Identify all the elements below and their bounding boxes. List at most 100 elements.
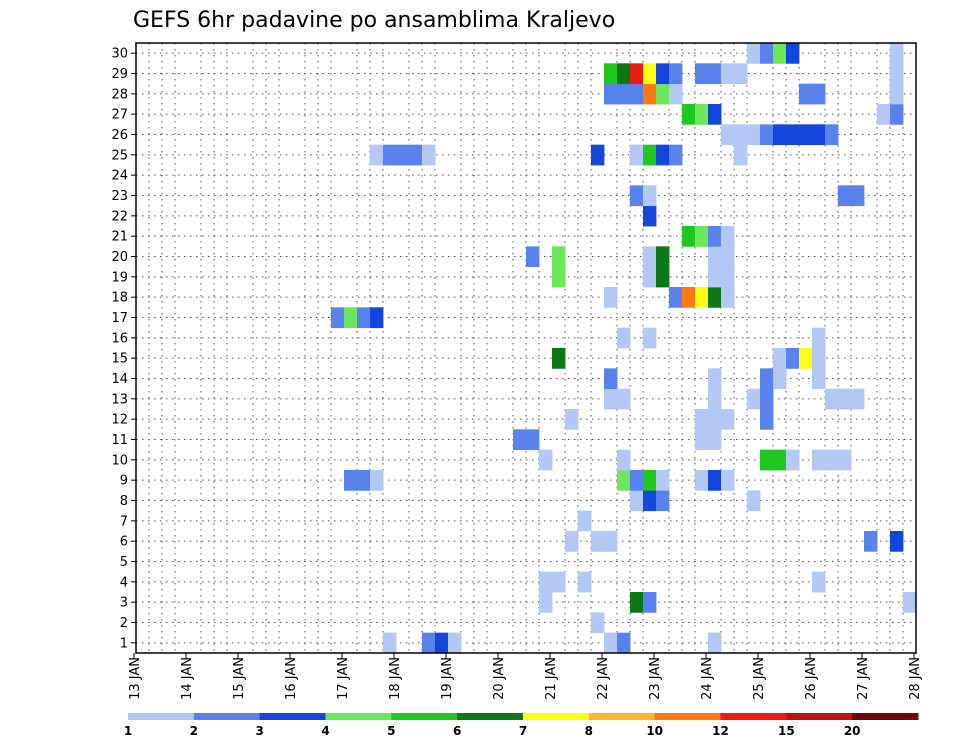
precip-cell <box>656 470 670 491</box>
precip-cell <box>721 226 735 247</box>
legend-label: 10 <box>646 724 663 738</box>
precip-cell <box>734 144 748 166</box>
precip-cell <box>669 63 683 85</box>
legend-swatch <box>259 713 326 720</box>
precip-cell <box>760 43 774 64</box>
precip-cell <box>370 307 384 329</box>
precip-cell <box>669 83 683 105</box>
precip-cell <box>773 368 787 390</box>
precip-cell <box>747 490 761 512</box>
precip-cell <box>617 632 631 654</box>
precip-cell <box>903 592 917 613</box>
precip-cell <box>838 388 852 410</box>
legend-swatch <box>720 713 787 720</box>
y-tick-label: 3 <box>120 596 128 611</box>
legend-swatch <box>786 713 853 720</box>
precip-cell <box>552 246 566 268</box>
precip-cell <box>708 632 722 654</box>
precip-cell <box>526 246 540 268</box>
precip-cell <box>552 348 566 369</box>
precip-cell <box>708 226 722 247</box>
precip-cell <box>838 185 852 207</box>
x-tick-label: 26 JAN <box>804 657 819 700</box>
precip-cell <box>799 83 813 105</box>
precip-cell <box>630 470 644 491</box>
precip-cell <box>890 531 904 552</box>
y-tick-label: 9 <box>120 474 128 489</box>
chart-title: GEFS 6hr padavine po ansamblima Kraljevo <box>133 8 615 33</box>
legend-label: 15 <box>778 724 795 738</box>
precip-cell <box>370 470 384 491</box>
heatmap-cells <box>331 43 917 654</box>
precip-cell <box>643 83 657 105</box>
legend-swatch <box>193 713 261 720</box>
precip-cell <box>656 266 670 288</box>
precip-cell <box>604 531 618 552</box>
precip-cell <box>773 348 787 369</box>
precip-cell <box>630 592 644 613</box>
precip-cell <box>643 205 657 227</box>
precip-cell <box>682 287 696 308</box>
precip-cell <box>643 266 657 288</box>
y-tick-label: 16 <box>111 331 128 346</box>
y-tick-label: 7 <box>120 514 128 529</box>
precip-cell <box>604 287 618 308</box>
precip-cell <box>812 571 826 593</box>
precip-cell <box>760 449 774 471</box>
precip-cell <box>656 83 670 105</box>
precip-cell <box>552 571 566 593</box>
precip-cell <box>591 531 605 552</box>
legend-label: 5 <box>387 724 395 738</box>
precip-cell <box>721 63 735 85</box>
x-tick-label: 24 JAN <box>700 657 715 700</box>
precip-cell <box>695 409 709 430</box>
precip-cell <box>539 449 553 471</box>
precip-cell <box>370 144 384 166</box>
precip-cell <box>422 632 436 654</box>
x-tick-label: 21 JAN <box>544 657 559 700</box>
precip-cell <box>695 104 709 125</box>
precip-cell <box>747 388 761 410</box>
precip-cell <box>812 368 826 390</box>
precip-cell <box>409 144 423 166</box>
x-tick-label: 22 JAN <box>596 657 611 700</box>
precip-cell <box>721 287 735 308</box>
precip-cell <box>851 388 865 410</box>
precip-cell <box>786 124 800 146</box>
y-tick-label: 11 <box>111 433 128 448</box>
legend-label: 1 <box>124 724 132 738</box>
legend-swatch <box>457 713 524 720</box>
precip-cell <box>357 307 371 329</box>
precip-cell <box>747 43 761 64</box>
precip-cell <box>708 470 722 491</box>
precip-cell <box>721 470 735 491</box>
y-tick-label: 8 <box>120 494 128 509</box>
precip-cell <box>708 246 722 268</box>
precip-cell <box>617 327 631 349</box>
precip-cell <box>708 388 722 410</box>
precip-cell <box>591 612 605 634</box>
precip-cell <box>617 63 631 85</box>
legend-swatch <box>325 713 392 720</box>
plot-frame <box>135 42 917 654</box>
legend-label: 3 <box>255 724 263 738</box>
precip-cell <box>396 144 410 166</box>
y-axis-ticks: 1234567891011121314151617181920212223242… <box>111 47 136 651</box>
precip-cell <box>656 63 670 85</box>
y-tick-label: 27 <box>111 108 128 123</box>
precip-cell <box>656 144 670 166</box>
precip-cell <box>656 246 670 268</box>
precip-cell <box>760 388 774 410</box>
precip-cell <box>721 246 735 268</box>
precip-cell <box>799 348 813 369</box>
y-tick-label: 4 <box>120 575 128 590</box>
y-tick-label: 19 <box>111 270 128 285</box>
precip-cell <box>643 470 657 491</box>
precip-cell <box>851 185 865 207</box>
x-tick-label: 16 JAN <box>284 657 299 700</box>
x-tick-label: 17 JAN <box>336 657 351 700</box>
precip-cell <box>617 388 631 410</box>
y-tick-label: 25 <box>111 148 128 163</box>
precip-cell <box>825 388 839 410</box>
